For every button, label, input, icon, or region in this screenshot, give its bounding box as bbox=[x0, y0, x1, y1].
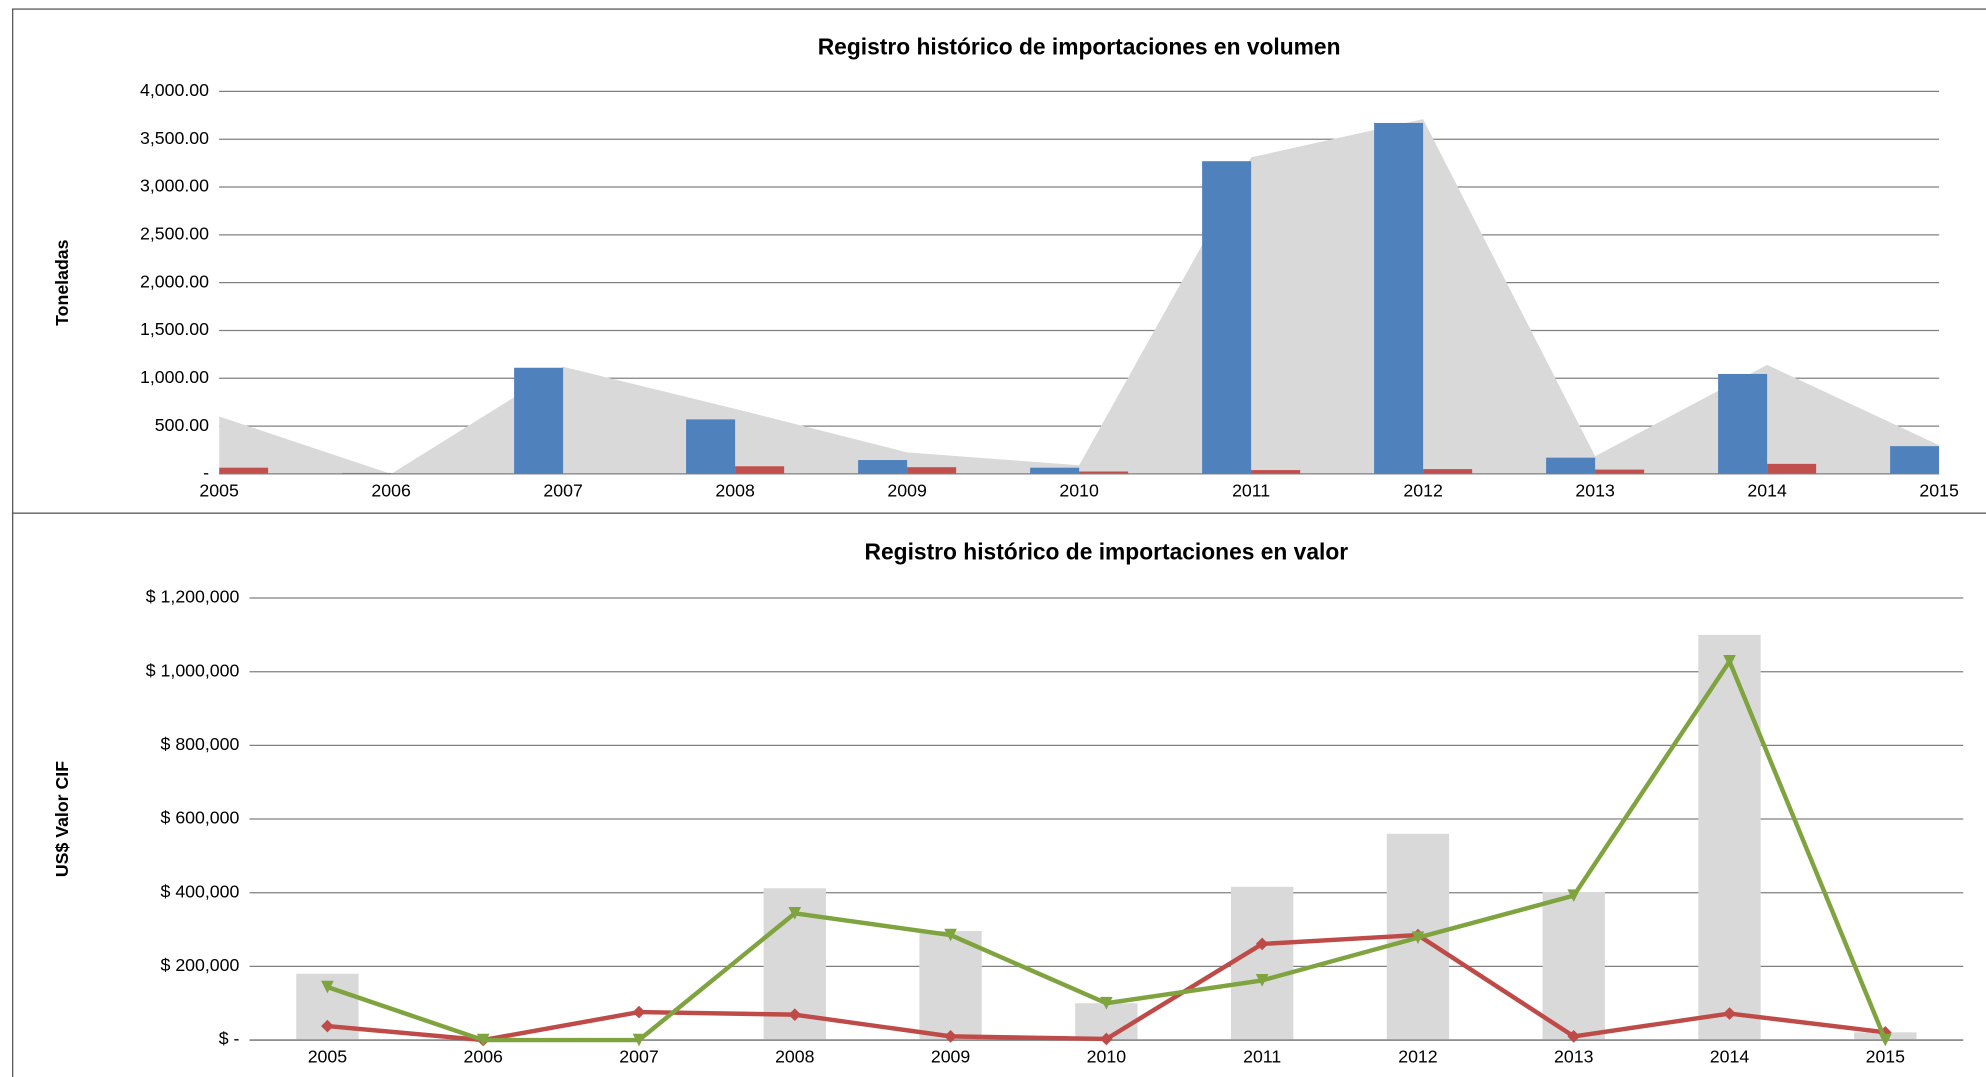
bar bbox=[1542, 891, 1605, 1041]
bar bbox=[1890, 446, 1940, 474]
marker bbox=[1100, 996, 1113, 1010]
y-tick-label: $ 800,000 bbox=[161, 734, 240, 754]
marker bbox=[321, 980, 334, 994]
bar bbox=[1030, 467, 1080, 474]
marker bbox=[632, 1033, 646, 1047]
x-tick-label: 2009 bbox=[931, 1046, 971, 1066]
bar bbox=[514, 367, 564, 474]
bar bbox=[1546, 457, 1596, 474]
bar bbox=[1374, 122, 1424, 474]
marker bbox=[476, 1033, 490, 1047]
bar bbox=[686, 419, 736, 474]
y-tick-label: 500.00 bbox=[155, 415, 209, 435]
x-tick-label: 2006 bbox=[463, 1046, 503, 1066]
bar bbox=[919, 931, 982, 1041]
y-tick-label: $ 1,000,000 bbox=[146, 660, 240, 680]
bar bbox=[1202, 161, 1252, 474]
bar bbox=[735, 466, 785, 474]
marker bbox=[1411, 931, 1425, 944]
x-tick-label: 2011 bbox=[1232, 480, 1270, 500]
y-tick-label: 1,500.00 bbox=[140, 319, 209, 339]
bar bbox=[907, 467, 957, 474]
bar bbox=[219, 467, 269, 474]
y-tick-label: - bbox=[203, 463, 209, 483]
marker bbox=[1255, 974, 1269, 987]
x-tick-label: 2010 bbox=[1087, 1046, 1127, 1066]
y-tick-label: 2,000.00 bbox=[140, 271, 209, 291]
x-tick-label: 2007 bbox=[619, 1046, 658, 1066]
x-tick-label: 2007 bbox=[543, 480, 582, 500]
marker bbox=[1255, 937, 1269, 951]
marker bbox=[944, 928, 957, 942]
y-tick-label: $ 1,200,000 bbox=[146, 587, 240, 607]
y-tick-label: 4,000.00 bbox=[140, 80, 209, 100]
y-tick-label: $ 400,000 bbox=[161, 881, 240, 901]
y-tick-label: 3,500.00 bbox=[140, 128, 209, 148]
bar bbox=[1423, 469, 1473, 474]
bar bbox=[858, 460, 908, 474]
marker bbox=[1723, 1007, 1736, 1020]
bar bbox=[1767, 463, 1817, 474]
y-tick-label: 2,500.00 bbox=[140, 224, 209, 244]
marker bbox=[1100, 1032, 1113, 1046]
x-tick-label: 2014 bbox=[1710, 1046, 1750, 1066]
x-tick-label: 2012 bbox=[1403, 480, 1442, 500]
y-tick-label: 1,000.00 bbox=[140, 367, 209, 387]
marker bbox=[1878, 1033, 1892, 1047]
bar bbox=[1230, 886, 1294, 1041]
x-tick-label: 2012 bbox=[1398, 1046, 1437, 1066]
y-tick-label: $ - bbox=[219, 1029, 240, 1049]
bar bbox=[1595, 469, 1645, 474]
x-tick-label: 2005 bbox=[199, 480, 239, 500]
bar bbox=[1251, 470, 1301, 474]
marker bbox=[1567, 1030, 1581, 1043]
bar bbox=[1698, 634, 1761, 1041]
marker bbox=[788, 1008, 802, 1021]
marker bbox=[1567, 889, 1581, 903]
x-tick-label: 2008 bbox=[715, 480, 755, 500]
x-tick-label: 2006 bbox=[371, 480, 411, 500]
y-tick-label: $ 200,000 bbox=[161, 955, 240, 975]
bar bbox=[1718, 373, 1768, 474]
x-tick-label: 2013 bbox=[1554, 1046, 1594, 1066]
y-axis-label: Toneladas bbox=[52, 239, 72, 325]
x-tick-label: 2015 bbox=[1919, 480, 1959, 500]
x-tick-label: 2015 bbox=[1866, 1046, 1906, 1066]
x-tick-label: 2011 bbox=[1243, 1046, 1281, 1066]
plot-area bbox=[219, 119, 1940, 474]
y-tick-label: $ 600,000 bbox=[161, 808, 240, 828]
bar bbox=[1079, 471, 1129, 474]
x-tick-label: 2008 bbox=[775, 1046, 815, 1066]
marker bbox=[788, 907, 802, 920]
x-tick-label: 2013 bbox=[1575, 480, 1615, 500]
x-tick-label: 2009 bbox=[887, 480, 927, 500]
y-tick-label: 3,000.00 bbox=[140, 176, 209, 196]
x-tick-label: 2005 bbox=[308, 1046, 348, 1066]
y-axis-label: US$ Valor CIF bbox=[52, 761, 72, 877]
x-tick-label: 2014 bbox=[1747, 480, 1787, 500]
area bbox=[219, 119, 1940, 474]
chart-title: Registro histórico de importaciones en v… bbox=[865, 539, 1349, 565]
x-tick-label: 2010 bbox=[1059, 480, 1099, 500]
marker bbox=[1723, 655, 1736, 668]
chart-title: Registro histórico de importaciones en v… bbox=[818, 33, 1341, 59]
marker bbox=[944, 1030, 957, 1043]
